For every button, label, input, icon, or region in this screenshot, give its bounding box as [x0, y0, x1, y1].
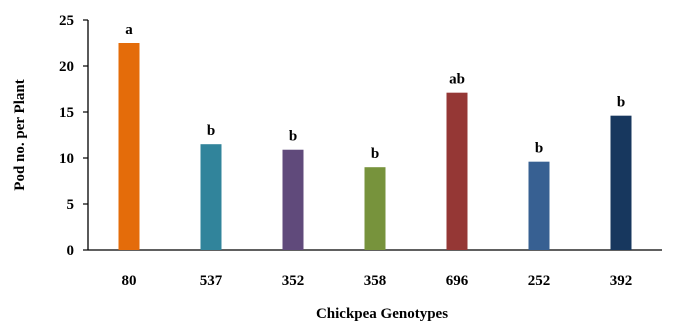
x-tick-label: 392 — [610, 273, 633, 289]
x-axis-title: Chickpea Genotypes — [316, 306, 448, 322]
significance-letter: b — [207, 123, 215, 139]
significance-letter: ab — [449, 72, 465, 88]
y-tick-label: 15 — [59, 105, 74, 121]
significance-letter: b — [371, 146, 379, 162]
bar-252 — [528, 161, 550, 250]
x-tick-label: 252 — [528, 273, 551, 289]
y-tick-label: 20 — [59, 59, 74, 75]
y-tick-label: 5 — [67, 197, 75, 213]
significance-letter: b — [535, 141, 543, 157]
y-tick-label: 0 — [67, 243, 75, 259]
x-tick-label: 696 — [446, 273, 469, 289]
bar-392 — [610, 115, 632, 251]
bar-80 — [118, 43, 140, 250]
bar-358 — [364, 167, 386, 250]
significance-letter: b — [289, 129, 297, 145]
bar-537 — [200, 144, 222, 250]
x-tick-label: 80 — [122, 273, 137, 289]
bar-696 — [446, 92, 468, 251]
x-tick-label: 352 — [282, 273, 305, 289]
y-tick-label: 10 — [59, 151, 74, 167]
significance-letter: a — [125, 22, 133, 38]
y-axis-title: Pod no. per Plant — [12, 79, 28, 190]
significance-letter: b — [617, 95, 625, 111]
bar-352 — [282, 149, 304, 250]
x-tick-label: 358 — [364, 273, 387, 289]
x-tick-label: 537 — [200, 273, 223, 289]
y-tick-label: 25 — [59, 13, 74, 29]
